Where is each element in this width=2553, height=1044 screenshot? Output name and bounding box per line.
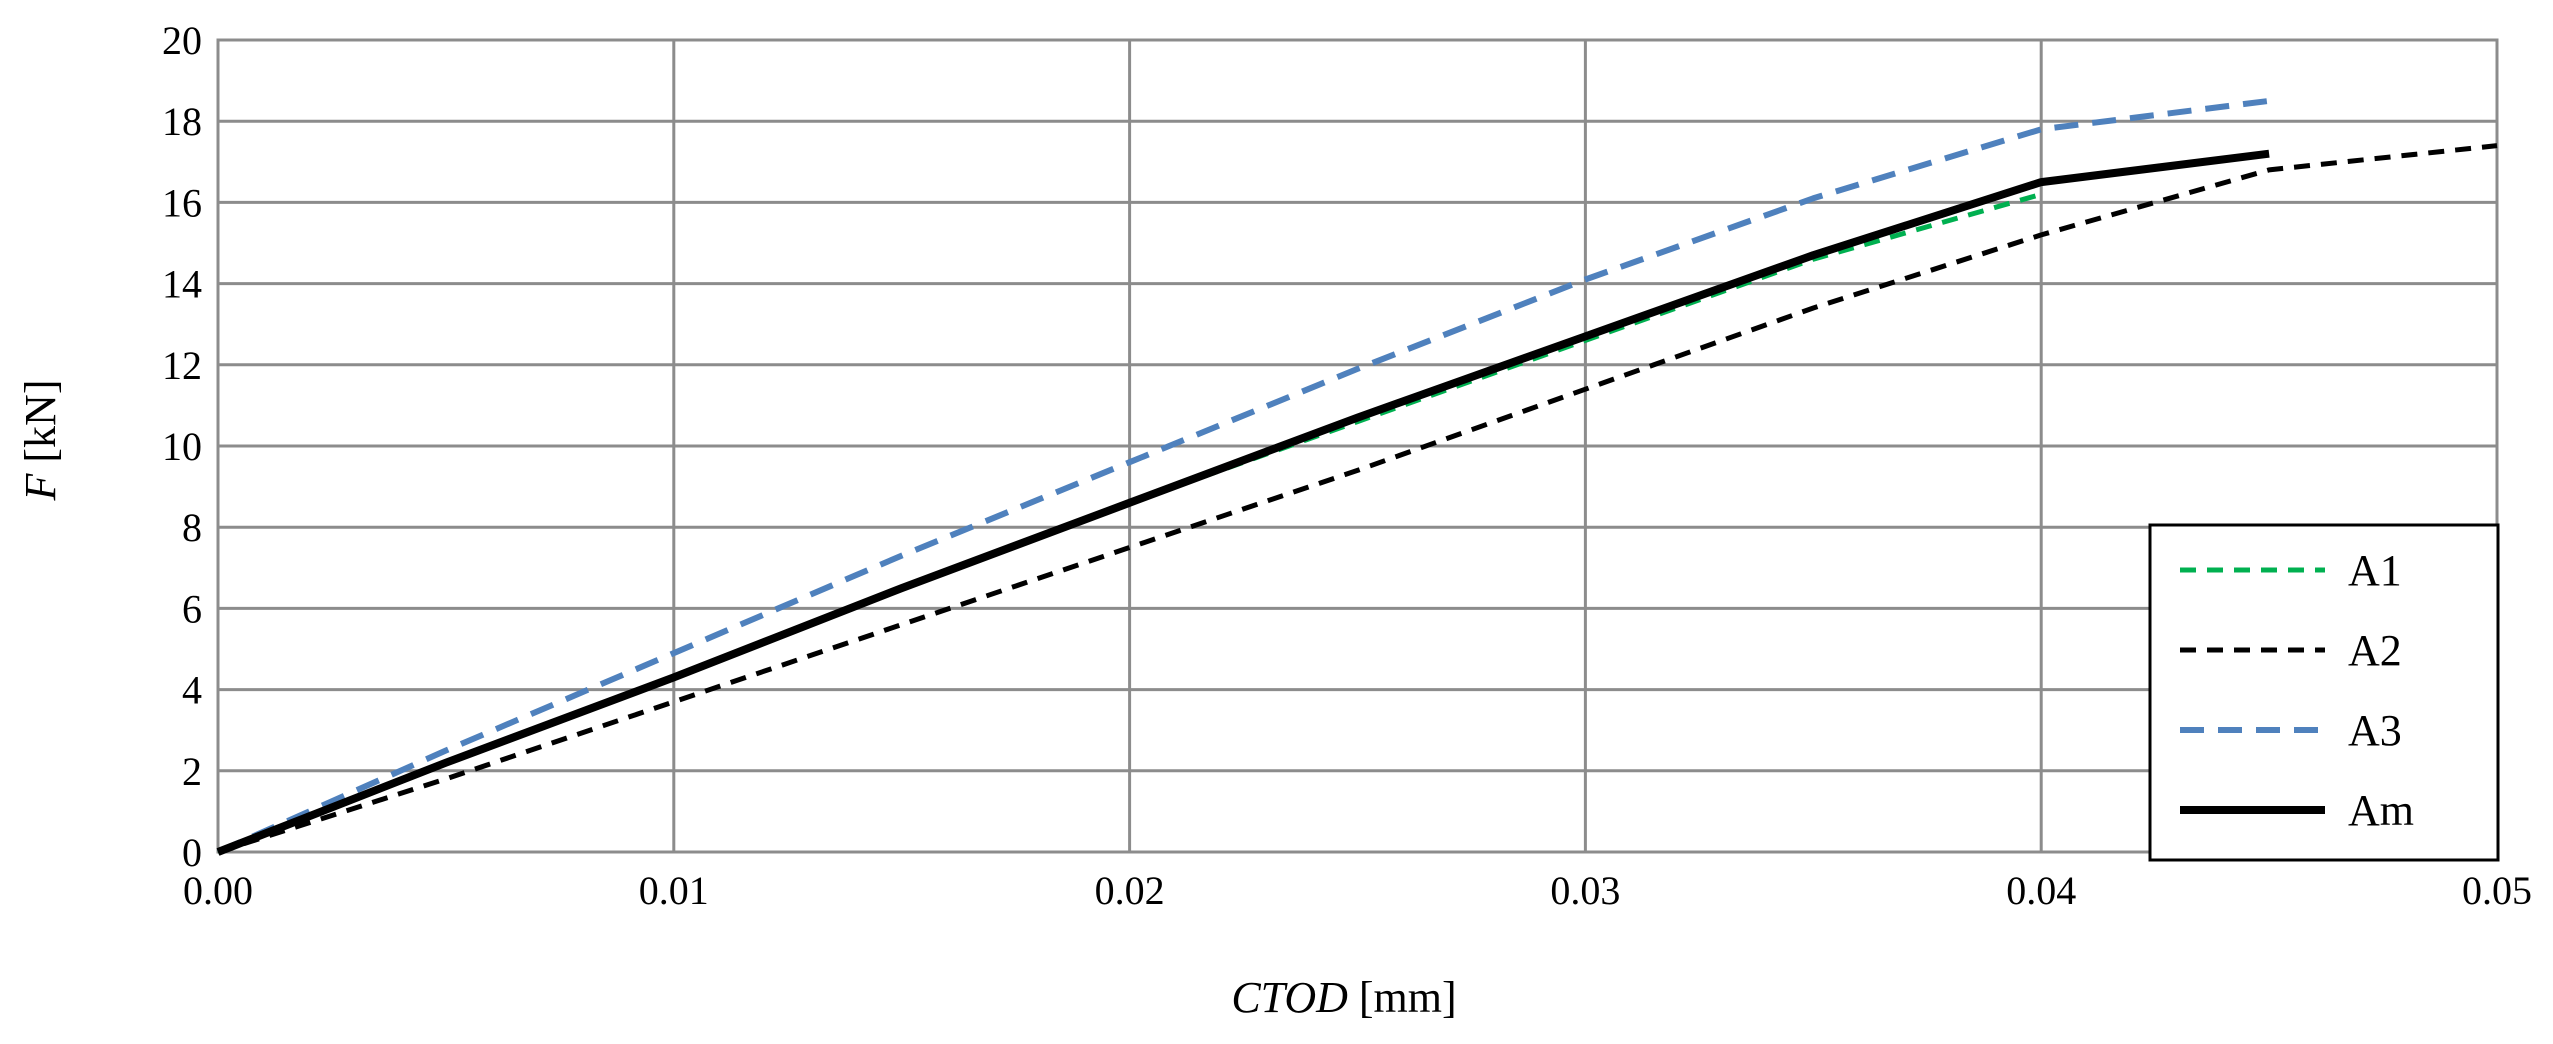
x-tick-label: 0.03	[1550, 868, 1620, 913]
y-tick-label: 0	[182, 830, 202, 875]
x-tick-label: 0.01	[639, 868, 709, 913]
y-tick-label: 16	[162, 180, 202, 225]
series-line-am	[216, 149, 2270, 856]
x-tick-label: 0.04	[2006, 868, 2076, 913]
x-axis-title-italic: CTOD	[1231, 973, 1348, 1022]
legend-label-a2: A2	[2348, 626, 2402, 675]
series-line-a2	[217, 143, 2498, 855]
legend-label-am: Am	[2348, 786, 2414, 835]
x-axis-title-unit: [mm]	[1348, 973, 1457, 1022]
y-tick-label: 20	[162, 18, 202, 63]
x-axis-title: CTOD [mm]	[1231, 973, 1456, 1022]
y-tick-label: 8	[182, 505, 202, 550]
plot-area-border	[216, 38, 2499, 854]
y-axis-tick-labels: 0 2 4 6 8 10 12 14 16 18 20	[162, 18, 202, 875]
y-tick-label: 18	[162, 99, 202, 144]
y-tick-label: 10	[162, 424, 202, 469]
legend: A1 A2 A3 Am	[2148, 523, 2500, 862]
series-line-a3	[216, 97, 2270, 855]
y-axis-title-unit: [kN]	[16, 380, 65, 474]
x-tick-label: 0.00	[183, 868, 253, 913]
legend-label-a3: A3	[2348, 706, 2402, 755]
legend-box	[2148, 523, 2500, 862]
legend-label-a1: A1	[2348, 546, 2402, 595]
y-axis-title: F [kN]	[16, 380, 65, 502]
y-tick-label: 6	[182, 586, 202, 631]
x-tick-label: 0.05	[2462, 868, 2532, 913]
x-tick-label: 0.02	[1095, 868, 1165, 913]
y-tick-label: 12	[162, 343, 202, 388]
y-tick-label: 2	[182, 749, 202, 794]
series-layer	[216, 97, 2498, 856]
y-tick-label: 14	[162, 262, 202, 307]
x-axis-tick-labels: 0.00 0.01 0.02 0.03 0.04 0.05	[183, 868, 2532, 913]
y-axis-title-italic: F	[16, 472, 65, 501]
y-tick-label: 4	[182, 668, 202, 713]
